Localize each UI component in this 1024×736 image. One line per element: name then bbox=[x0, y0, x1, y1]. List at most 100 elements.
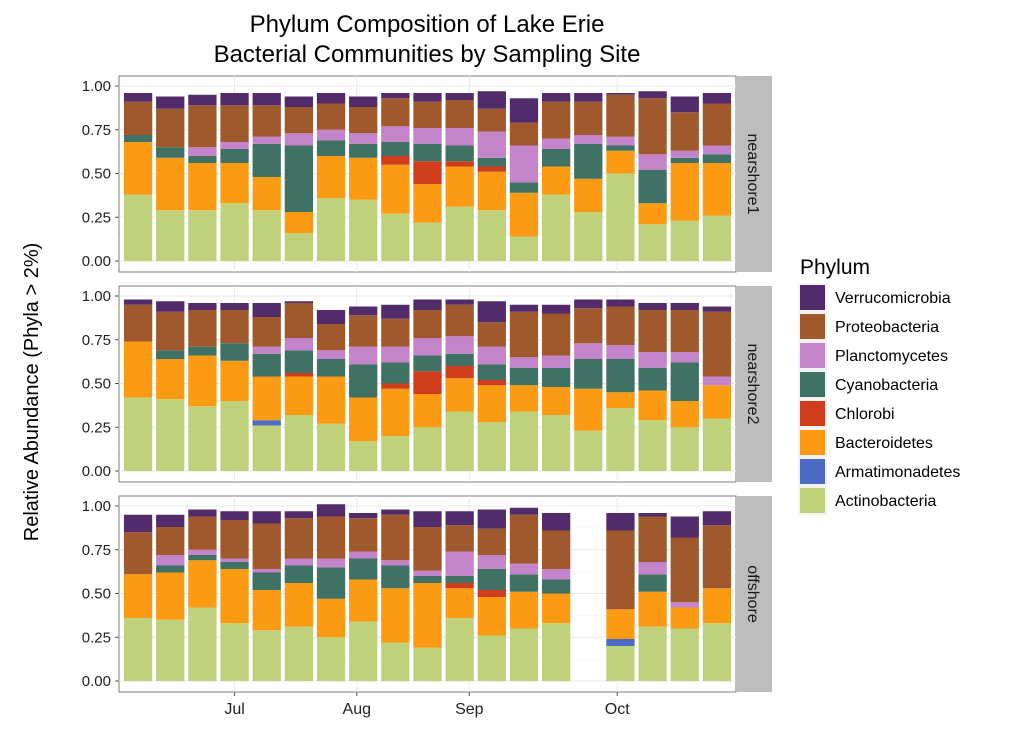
bar-segment-proteobacteria bbox=[702, 525, 732, 589]
bar-segment-proteobacteria bbox=[381, 318, 410, 347]
bar-segment-verrucomicrobia bbox=[670, 96, 699, 113]
bar-segment-bacteroidetes bbox=[156, 157, 185, 211]
bar-segment-bacteroidetes bbox=[606, 150, 635, 174]
bar-segment-verrucomicrobia bbox=[188, 509, 217, 517]
bar-stack bbox=[413, 93, 442, 261]
bar-segment-planctomycetes bbox=[445, 551, 474, 576]
bar-segment-planctomycetes bbox=[670, 602, 699, 608]
bar-stack bbox=[316, 504, 346, 681]
bar-segment-actinobacteria bbox=[188, 607, 217, 681]
bar-stack bbox=[606, 93, 635, 261]
bar-segment-verrucomicrobia bbox=[123, 299, 153, 305]
bar-segment-bacteroidetes bbox=[445, 166, 474, 207]
bar-segment-planctomycetes bbox=[477, 131, 506, 158]
bar-stack bbox=[284, 96, 314, 261]
panel-offshore: 0.00 0.25 0.50 0.75 1.00 offshore bbox=[82, 495, 772, 693]
bar-segment-bacteroidetes bbox=[123, 142, 153, 195]
bar-segment-proteobacteria bbox=[123, 304, 153, 342]
bar-segment-bacteroidetes bbox=[156, 359, 185, 400]
y-tick-label: 0.50 bbox=[82, 586, 111, 603]
bar-segment-bacteroidetes bbox=[574, 388, 603, 431]
bar-segment-proteobacteria bbox=[477, 108, 506, 132]
bar-segment-actinobacteria bbox=[123, 397, 153, 471]
bar-segment-actinobacteria bbox=[477, 210, 506, 261]
bar-segment-planctomycetes bbox=[156, 555, 185, 566]
bar-segment-bacteroidetes bbox=[445, 378, 474, 412]
bar-segment-actinobacteria bbox=[509, 236, 539, 261]
bar-segment-verrucomicrobia bbox=[638, 91, 667, 99]
bar-segment-cyanobacteria bbox=[220, 562, 249, 569]
bar-stack bbox=[574, 93, 603, 261]
bar-segment-verrucomicrobia bbox=[381, 509, 410, 515]
facet-strip-label: nearshore2 bbox=[744, 344, 761, 425]
bar-segment-actinobacteria bbox=[284, 626, 314, 681]
bar-segment-cyanobacteria bbox=[541, 149, 571, 167]
bar-segment-bacteroidetes bbox=[220, 163, 249, 204]
legend-swatch bbox=[800, 459, 825, 484]
bar-segment-verrucomicrobia bbox=[509, 304, 539, 312]
bar-segment-verrucomicrobia bbox=[445, 93, 474, 100]
facet-strip-label: nearshore1 bbox=[744, 134, 761, 215]
bar-segment-planctomycetes bbox=[477, 346, 506, 365]
bar-segment-verrucomicrobia bbox=[670, 516, 699, 538]
bar-segment-bacteroidetes bbox=[541, 593, 571, 624]
bar-segment-bacteroidetes bbox=[284, 583, 314, 627]
bar-segment-bacteroidetes bbox=[381, 588, 410, 643]
bar-segment-planctomycetes bbox=[284, 558, 314, 566]
bar-segment-proteobacteria bbox=[156, 527, 185, 555]
bar-segment-proteobacteria bbox=[349, 518, 378, 552]
bar-segment-bacteroidetes bbox=[156, 572, 185, 620]
bar-segment-actinobacteria bbox=[541, 194, 571, 261]
bar-segment-verrucomicrobia bbox=[541, 513, 571, 531]
bar-segment-cyanobacteria bbox=[156, 350, 185, 359]
bar-segment-verrucomicrobia bbox=[541, 93, 571, 102]
bar-stack bbox=[252, 303, 281, 471]
bar-segment-planctomycetes bbox=[220, 558, 249, 562]
bar-segment-proteobacteria bbox=[670, 310, 699, 352]
bar-segment-proteobacteria bbox=[574, 101, 603, 135]
bar-segment-cyanobacteria bbox=[413, 576, 442, 583]
bar-stack bbox=[509, 507, 539, 681]
bar-segment-chlorobi bbox=[445, 583, 474, 589]
bar-segment-proteobacteria bbox=[252, 105, 281, 137]
bar-segment-bacteroidetes bbox=[349, 579, 378, 622]
legend-label: Chlorobi bbox=[835, 406, 895, 423]
bar-segment-cyanobacteria bbox=[445, 353, 474, 366]
bar-segment-planctomycetes bbox=[670, 150, 699, 158]
bar-stack bbox=[670, 303, 699, 471]
bar-segment-chlorobi bbox=[381, 383, 410, 389]
bar-segment-planctomycetes bbox=[606, 136, 635, 146]
bar-segment-bacteroidetes bbox=[541, 166, 571, 195]
bar-segment-actinobacteria bbox=[156, 399, 185, 471]
legend-swatch bbox=[800, 430, 825, 455]
bar-segment-verrucomicrobia bbox=[252, 93, 281, 106]
bar-segment-bacteroidetes bbox=[349, 397, 378, 442]
bar-segment-bacteroidetes bbox=[606, 392, 635, 408]
bar-segment-cyanobacteria bbox=[284, 350, 314, 373]
bar-stack bbox=[252, 511, 281, 681]
bar-stack bbox=[477, 301, 506, 471]
bar-segment-cyanobacteria bbox=[316, 140, 346, 156]
bar-stack bbox=[156, 301, 185, 471]
legend-item-actinobacteria: Actinobacteria bbox=[798, 486, 936, 515]
bar-segment-actinobacteria bbox=[123, 194, 153, 261]
panels: 0.000.250.500.751.00nearshore10.000.250.… bbox=[82, 75, 772, 718]
bar-segment-bacteroidetes bbox=[252, 590, 281, 631]
bar-segment-proteobacteria bbox=[445, 304, 474, 337]
bar-segment-verrucomicrobia bbox=[541, 304, 571, 314]
legend-swatch bbox=[800, 372, 825, 397]
bar-stack bbox=[702, 306, 732, 471]
bar-segment-verrucomicrobia bbox=[606, 93, 635, 95]
bar-segment-actinobacteria bbox=[220, 401, 249, 471]
bar-stack bbox=[541, 93, 571, 261]
bar-stack bbox=[638, 303, 667, 471]
bar-segment-planctomycetes bbox=[509, 357, 539, 368]
bar-segment-bacteroidetes bbox=[316, 156, 346, 198]
bar-segment-bacteroidetes bbox=[574, 178, 603, 212]
bar-segment-proteobacteria bbox=[541, 313, 571, 356]
bar-stack bbox=[123, 514, 153, 681]
bar-segment-cyanobacteria bbox=[123, 135, 153, 142]
bar-segment-cyanobacteria bbox=[316, 567, 346, 599]
bar-segment-planctomycetes bbox=[702, 145, 732, 155]
bar-segment-chlorobi bbox=[445, 161, 474, 167]
